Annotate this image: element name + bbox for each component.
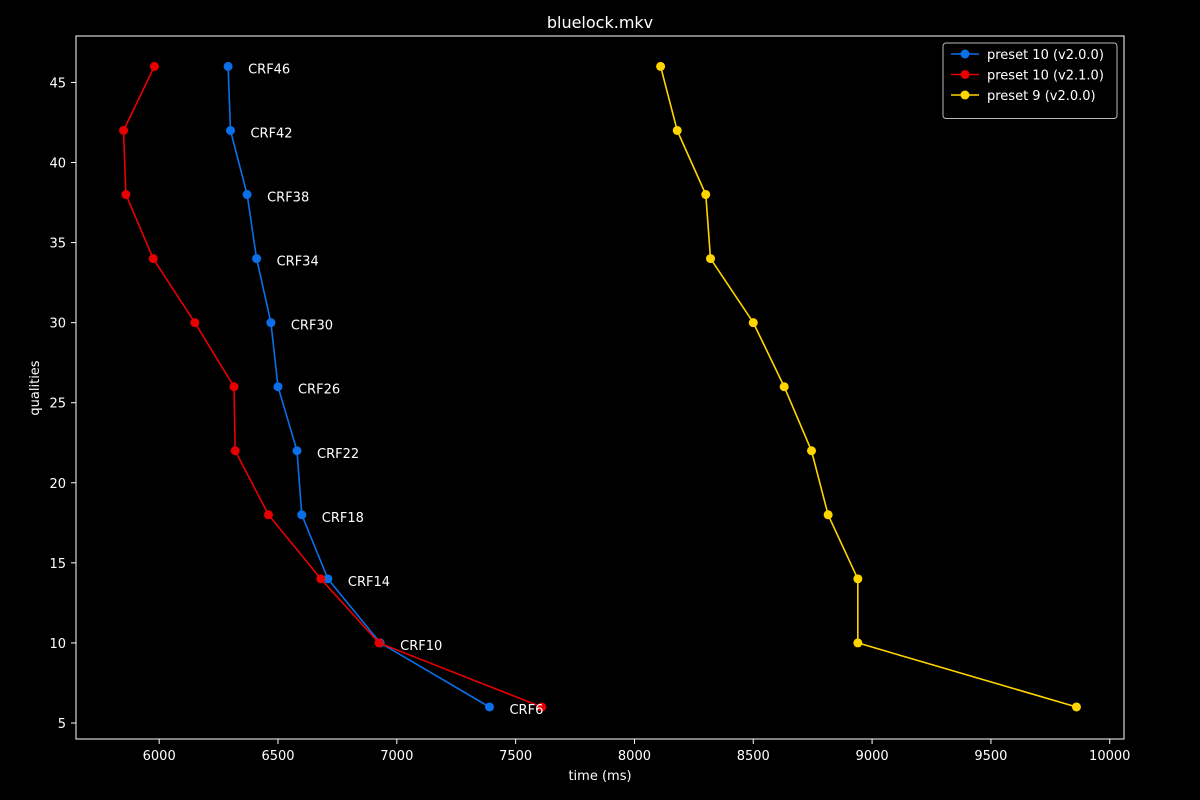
- series-line: [227, 66, 490, 708]
- y-axis-label: qualities: [28, 360, 43, 415]
- x-axis-label: time (ms): [568, 769, 631, 784]
- data-point: [266, 318, 276, 328]
- legend-label: preset 10 (v2.0.0): [987, 48, 1104, 63]
- data-point: [292, 446, 302, 456]
- data-point: [225, 125, 235, 135]
- data-point: [853, 574, 863, 584]
- crf-annotation: CRF26: [298, 383, 340, 398]
- data-point: [252, 254, 262, 264]
- crf-annotation: CRF30: [291, 319, 333, 334]
- x-tick-label: 9000: [856, 749, 889, 764]
- chart-title: bluelock.mkv: [547, 13, 653, 32]
- crf-annotation: CRF14: [348, 575, 390, 590]
- x-tick-label: 8500: [737, 749, 770, 764]
- data-point: [701, 190, 711, 200]
- crf-annotation: CRF34: [277, 255, 319, 270]
- data-point: [273, 382, 283, 392]
- y-tick-label: 15: [49, 557, 66, 572]
- legend-label: preset 10 (v2.1.0): [987, 69, 1104, 84]
- crf-annotation: CRF38: [267, 191, 309, 206]
- data-point: [223, 61, 233, 71]
- series-layer: [119, 61, 1081, 712]
- series-1: [223, 61, 494, 712]
- annotation-layer: CRF46 CRF42 CRF38 CRF34 CRF30 CRF26 CRF22 CRF18…: [248, 62, 543, 718]
- crf-annotation: CRF42: [250, 126, 292, 141]
- crf-annotation: CRF10: [400, 639, 442, 654]
- y-tick-label: 40: [49, 157, 66, 172]
- data-point: [149, 61, 159, 71]
- series-line: [659, 66, 1077, 708]
- legend-item: preset 9 (v2.0.0): [951, 89, 1096, 104]
- data-point: [229, 382, 239, 392]
- legend-item: preset 10 (v2.1.0): [951, 69, 1104, 84]
- x-tick-label: 8000: [618, 749, 651, 764]
- x-axis: 6000 6500 7000 7500 8000 8500 9000 9500 10000: [143, 739, 1130, 764]
- series-3: [656, 61, 1081, 712]
- data-point: [148, 254, 158, 264]
- x-tick-label: 7500: [499, 749, 532, 764]
- y-tick-label: 5: [58, 717, 66, 732]
- data-point: [121, 190, 131, 200]
- legend-frame: [942, 42, 1118, 119]
- data-point: [853, 638, 863, 648]
- data-point: [374, 638, 384, 648]
- data-point: [119, 125, 129, 135]
- crf-annotation: CRF18: [322, 511, 364, 526]
- legend-marker: [960, 90, 970, 100]
- y-axis: 5 10 15 20 25 30 35 40 45: [49, 76, 76, 732]
- y-tick-label: 45: [49, 76, 66, 91]
- data-point: [190, 318, 200, 328]
- data-point: [1071, 702, 1081, 712]
- x-tick-label: 9500: [974, 749, 1007, 764]
- y-tick-label: 30: [49, 317, 66, 332]
- data-point: [807, 446, 817, 456]
- x-tick-label: 6500: [261, 749, 294, 764]
- data-point: [263, 510, 273, 520]
- y-tick-label: 25: [49, 397, 66, 412]
- data-point: [484, 702, 494, 712]
- data-point: [537, 702, 547, 712]
- data-point: [779, 382, 789, 392]
- y-tick-label: 10: [49, 637, 66, 652]
- x-tick-label: 6000: [143, 749, 176, 764]
- x-tick-label: 10000: [1089, 749, 1130, 764]
- y-tick-label: 35: [49, 237, 66, 252]
- data-point: [297, 510, 307, 520]
- plot-frame: [75, 35, 1125, 740]
- x-tick-label: 7000: [380, 749, 413, 764]
- plot-area: 6000 6500 7000 7500 8000 8500 9000 9500 10000 5 1…: [49, 35, 1130, 764]
- crf-annotation: CRF6: [509, 703, 543, 718]
- data-point: [748, 318, 758, 328]
- data-point: [323, 574, 333, 584]
- crf-annotation: CRF46: [248, 62, 290, 77]
- data-point: [656, 61, 666, 71]
- data-point: [242, 190, 252, 200]
- y-tick-label: 20: [49, 477, 66, 492]
- data-point: [672, 125, 682, 135]
- crf-annotation: CRF22: [317, 447, 359, 462]
- data-point: [230, 446, 240, 456]
- data-point: [823, 510, 833, 520]
- legend-label: preset 9 (v2.0.0): [987, 89, 1096, 104]
- series-2: [119, 61, 547, 712]
- legend-marker: [960, 49, 970, 59]
- data-point: [706, 254, 716, 264]
- legend: preset 10 (v2.0.0) preset 10 (v2.1.0) pres…: [942, 42, 1118, 119]
- legend-marker: [960, 70, 970, 79]
- legend-item: preset 10 (v2.0.0): [951, 48, 1104, 63]
- data-point: [316, 574, 326, 584]
